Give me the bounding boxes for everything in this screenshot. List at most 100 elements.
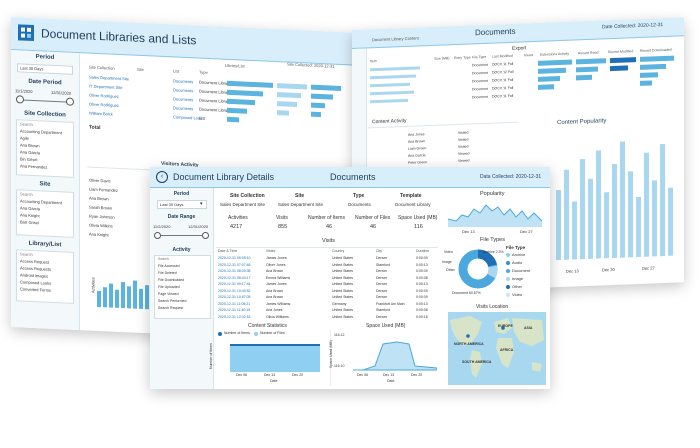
activities-chart: Activities (87, 252, 157, 315)
list-item[interactable]: Access Requests (20, 265, 51, 272)
search-field[interactable]: Search (20, 191, 33, 197)
popularity-title: Popularity (480, 191, 505, 197)
list-item[interactable]: Search Performed (158, 299, 187, 303)
period-dropdown[interactable]: Last 30 Days (17, 63, 73, 75)
activities-axis-label: Activities (90, 277, 96, 294)
visits-location-map[interactable]: NORTH AMERICA EUROPE ASIA AFRICA SOUTH A… (448, 312, 546, 385)
total-label: Total (89, 124, 101, 132)
search-field[interactable]: Search (20, 121, 33, 127)
list-item[interactable]: Ana Garcia (20, 149, 41, 156)
axis-tick: Dec 13 (566, 268, 579, 274)
content-popularity-title: Content Popularity (557, 118, 607, 127)
axis-tick: Dec 13 (383, 373, 395, 377)
list-item[interactable]: Composed Looks (20, 279, 52, 286)
y-axis-label: Space Used (MB) (328, 340, 333, 368)
legend-item[interactable]: Number of Items (224, 331, 250, 335)
date-slider-end-handle[interactable] (66, 97, 74, 106)
visitor-name: Oliver Davis (89, 177, 111, 184)
period-value: Last 30 Days (20, 65, 44, 72)
collected-date: Site Collected: 2020-12-31 (287, 61, 335, 69)
list-item[interactable]: Accounting Department (20, 128, 62, 136)
list-item[interactable]: Ana Knight (20, 212, 40, 219)
library-list[interactable]: Search Access Request Access Requests An… (16, 249, 74, 304)
column-header: Duration (416, 249, 430, 253)
template-value: Document Library (395, 202, 431, 207)
search-field[interactable]: Search (20, 251, 33, 257)
export-label[interactable]: Export (512, 45, 527, 52)
details-sidebar: Period Last 30 Days ▾ Date Range 11/2/202… (150, 188, 214, 389)
list-item[interactable]: Search Request (158, 306, 184, 310)
report-subtitle: Document Library Content (372, 35, 419, 43)
axis-tick: 116.10 (334, 364, 345, 368)
file-type-legend: File Type Archive Audio Document Image O… (506, 245, 531, 297)
list-item[interactable]: Access Request (20, 258, 49, 265)
kpi-label: Visits (276, 215, 288, 221)
list-item[interactable]: Converted Forms (20, 286, 51, 293)
slider-end-handle[interactable] (202, 232, 209, 239)
axis-tick: Dec 20 (602, 266, 615, 273)
visitor-name: Sarah Brown (89, 204, 113, 211)
list-item[interactable]: File Uploaded (158, 285, 180, 289)
column-header: Library/List (225, 62, 245, 69)
x-axis-label: Date (387, 379, 395, 383)
list-item[interactable]: Bart Grisel (20, 219, 39, 226)
popularity-chart (448, 204, 543, 227)
kpi-space-used: 116 (414, 224, 423, 230)
report-title: Documents (475, 26, 516, 38)
date-start: 11/2/2020 (153, 224, 171, 229)
list-item[interactable]: Ana Brown (20, 142, 40, 149)
app-logo-icon (18, 24, 34, 42)
list-item[interactable]: Page Viewed (158, 292, 179, 296)
date-start: 11/1/2020 (15, 88, 33, 94)
list-item[interactable]: Ana Garcia (20, 205, 41, 212)
date-period-label: Date Period (28, 78, 62, 87)
map-label: ASIA (524, 326, 533, 330)
kpi-label: Number of Files (355, 215, 391, 221)
date-range-slider[interactable] (157, 235, 205, 236)
list-item[interactable]: Agile (20, 135, 29, 141)
date-slider-start-handle[interactable] (16, 95, 24, 104)
list-item[interactable]: Bin Grisel (20, 156, 38, 163)
axis-tick: 116.12 (334, 333, 345, 337)
y-axis-label: Number of Items (208, 343, 213, 369)
column-header: Extensions (540, 52, 558, 57)
activity-filter-list[interactable]: Search File Accessed File Deleted File D… (154, 255, 211, 319)
activity-label: Activity (172, 247, 191, 253)
period-dropdown[interactable]: Last 30 Days ▾ (157, 200, 207, 209)
list-item[interactable]: File Deleted (158, 271, 177, 275)
search-field[interactable]: Search (158, 257, 170, 261)
legend-title: File Type (506, 245, 526, 250)
date-slider-track[interactable] (19, 99, 69, 103)
column-header: Last Modified (492, 53, 513, 59)
site-collection-list[interactable]: Search Accounting Department Agile Ana B… (16, 119, 74, 178)
kpi-activities: 4217 (230, 224, 243, 230)
list-item[interactable]: Accounting Department (20, 198, 62, 206)
x-axis-label: Date (270, 379, 278, 383)
column-header: Visitor (266, 249, 276, 253)
axis-tick: Dec 06 (236, 373, 248, 377)
column-header: Item (370, 59, 377, 64)
list-item[interactable]: Android Images (20, 272, 49, 279)
legend-item[interactable]: Number of Files (260, 331, 285, 335)
period-label: Period (173, 191, 190, 197)
list-item[interactable]: File Accessed (158, 264, 180, 268)
document-library-details-report: ‹ Document Library Details Documents Dat… (150, 167, 550, 389)
column-header: Type (199, 69, 208, 75)
map-label: NORTH AMERICA (454, 342, 484, 346)
donut-label: Other (446, 268, 455, 272)
list-item[interactable]: File Downloaded (158, 278, 185, 282)
date-collected: Data Collected: 2020-12-31 (480, 174, 542, 180)
visitor-name: Ana Brown (89, 195, 109, 202)
slider-start-handle[interactable] (154, 232, 161, 239)
file-types-title: File Types (480, 237, 505, 243)
axis-tick: Dec 27 (642, 265, 655, 271)
back-arrow-icon[interactable]: ‹ (156, 171, 168, 183)
library-table: Site Collection Site List Type Library/L… (87, 62, 347, 164)
site-collection-value: Sales Department Site (220, 202, 266, 207)
visitor-name: Olivia Wilkins (89, 222, 113, 229)
column-header: Date & Time (218, 249, 238, 253)
kpi-items: 46 (326, 224, 333, 230)
list-item[interactable]: Ana Fernandez (20, 163, 48, 170)
site-list[interactable]: Search Accounting Department Ana Garcia … (16, 189, 74, 238)
space-used-chart: 116.12 116.10 Space Used (MB) Dec 06 Dec… (328, 330, 441, 386)
